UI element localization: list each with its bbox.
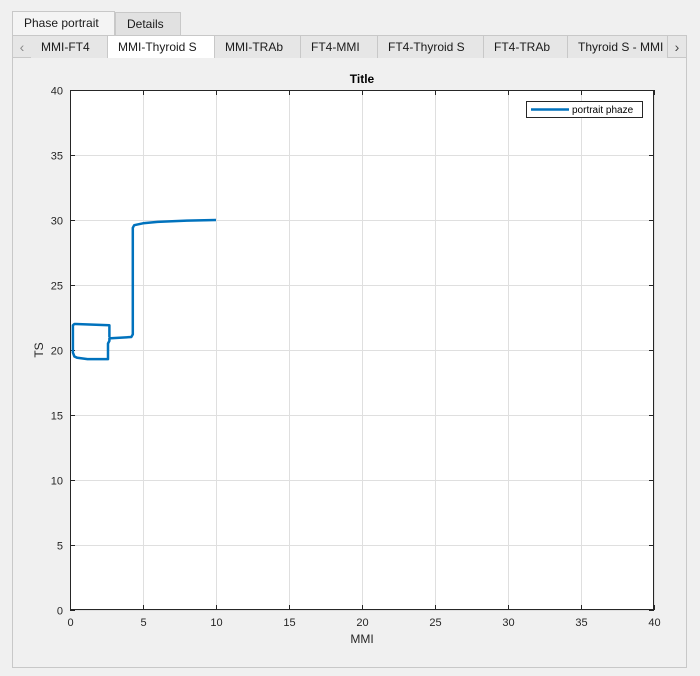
tab-phase-portrait[interactable]: Phase portrait xyxy=(12,11,115,36)
tab-mmi-trab[interactable]: MMI-TRAb xyxy=(215,36,301,58)
tab-ft4-thyroid-s-label: FT4-Thyroid S xyxy=(388,40,465,54)
y-tick-label: 15 xyxy=(51,411,63,423)
y-axis-label: TS xyxy=(32,342,46,357)
y-tick-label: 5 xyxy=(57,541,63,553)
outer-tab-bar: Phase portrait Details xyxy=(12,11,181,36)
y-tick-label: 0 xyxy=(57,606,63,618)
tab-details-label: Details xyxy=(127,17,164,31)
tab-thyroid-s-mmi[interactable]: Thyroid S - MMI xyxy=(568,36,668,58)
x-tick-label: 20 xyxy=(356,617,368,629)
tab-ft4-thyroid-s[interactable]: FT4-Thyroid S xyxy=(378,36,484,58)
tab-ft4-trab[interactable]: FT4-TRAb xyxy=(484,36,568,58)
y-tick-label: 30 xyxy=(51,216,63,228)
chart-title: Title xyxy=(350,72,375,86)
tab-ft4-trab-label: FT4-TRAb xyxy=(494,40,551,54)
legend-entry: portrait phaze xyxy=(572,105,634,116)
tab-phase-portrait-label: Phase portrait xyxy=(24,16,99,30)
x-tick-label: 40 xyxy=(648,617,660,629)
legend-box xyxy=(526,101,643,118)
y-tick-label: 40 xyxy=(51,86,63,98)
x-axis-label: MMI xyxy=(350,632,373,646)
x-tick-label: 35 xyxy=(575,617,587,629)
tab-details[interactable]: Details xyxy=(115,12,181,35)
x-tick-label: 15 xyxy=(283,617,295,629)
legend: portrait phaze xyxy=(526,101,643,118)
tab-ft4-mmi-label: FT4-MMI xyxy=(311,40,360,54)
x-tick-label: 10 xyxy=(210,617,222,629)
y-tick-label: 35 xyxy=(51,151,63,163)
chevron-right-icon[interactable]: › xyxy=(674,39,680,55)
series-line xyxy=(71,218,217,361)
tab-ft4-mmi[interactable]: FT4-MMI xyxy=(301,36,378,58)
tab-mmi-trab-label: MMI-TRAb xyxy=(225,40,283,54)
y-tick-label: 20 xyxy=(51,346,63,358)
x-tick-label: 25 xyxy=(429,617,441,629)
x-tick-label: 5 xyxy=(140,617,146,629)
tab-mmi-thyroid-s[interactable]: MMI-Thyroid S xyxy=(108,36,215,59)
tab-mmi-ft4-label: MMI-FT4 xyxy=(41,40,90,54)
tab-thyroid-s-mmi-label: Thyroid S - MMI xyxy=(578,40,664,54)
y-tick-label: 25 xyxy=(51,281,63,293)
x-tick-label: 30 xyxy=(502,617,514,629)
tab-mmi-thyroid-s-label: MMI-Thyroid S xyxy=(118,40,197,54)
x-tick-label: 0 xyxy=(67,617,73,629)
y-tick-label: 10 xyxy=(51,476,63,488)
tab-mmi-ft4[interactable]: MMI-FT4 xyxy=(31,36,108,58)
chevron-left-icon[interactable]: ‹ xyxy=(19,39,25,55)
